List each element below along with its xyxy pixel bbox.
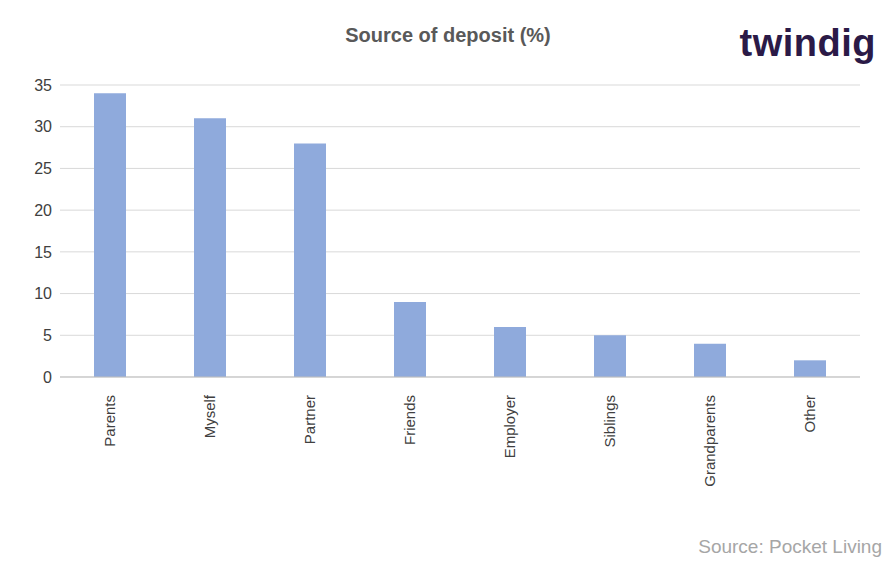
svg-text:Parents: Parents bbox=[101, 395, 118, 447]
svg-text:Employer: Employer bbox=[501, 395, 518, 458]
svg-text:15: 15 bbox=[34, 244, 52, 261]
svg-text:Friends: Friends bbox=[401, 395, 418, 445]
svg-text:0: 0 bbox=[43, 369, 52, 386]
svg-text:10: 10 bbox=[34, 285, 52, 302]
html-text:Source: Pocket Living: Source: Pocket Living bbox=[698, 536, 882, 557]
svg-text:20: 20 bbox=[34, 202, 52, 219]
html-text:twindig: twindig bbox=[739, 22, 876, 64]
svg-text:30: 30 bbox=[34, 118, 52, 135]
svg-text:Grandparents: Grandparents bbox=[701, 395, 718, 487]
svg-text:Other: Other bbox=[801, 395, 818, 433]
svg-text:35: 35 bbox=[34, 77, 52, 94]
html-text:Source of deposit (%): Source of deposit (%) bbox=[345, 24, 551, 46]
svg-text:Siblings: Siblings bbox=[601, 395, 618, 448]
svg-text:25: 25 bbox=[34, 160, 52, 177]
svg-text:Partner: Partner bbox=[301, 395, 318, 444]
svg-text:5: 5 bbox=[43, 327, 52, 344]
svg-text:Myself: Myself bbox=[201, 394, 218, 438]
